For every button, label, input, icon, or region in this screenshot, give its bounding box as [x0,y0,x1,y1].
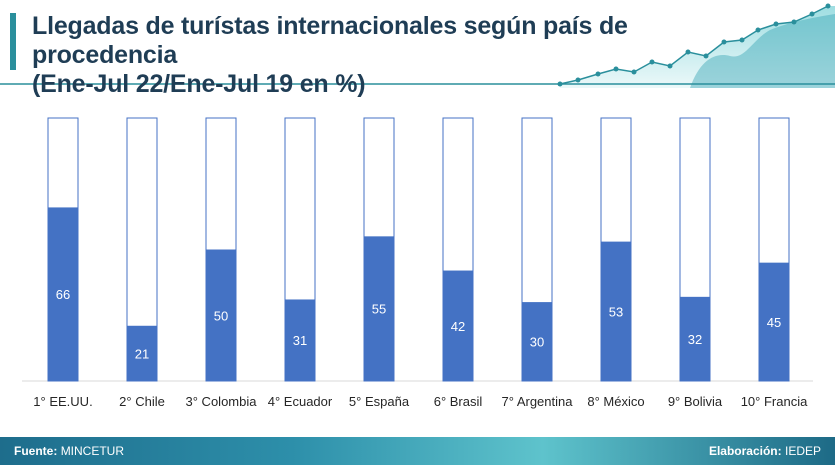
credit: Elaboración: IEDEP [709,444,821,458]
x-tick-label: 2° Chile [119,394,165,409]
trend-decoration [0,3,835,88]
bar [127,325,157,381]
bar [601,241,631,381]
title-accent-bar [10,13,16,70]
bar [364,236,394,381]
data-label: 31 [293,333,307,348]
data-label: 32 [688,332,702,347]
bar [48,207,78,381]
x-tick-label: 6° Brasil [434,394,483,409]
bar [759,262,789,381]
credit-label: Elaboración: [708,444,782,458]
x-tick-label: 10° Francia [741,394,808,409]
data-label: 66 [56,287,70,302]
x-tick-label: 9° Bolivia [668,394,723,409]
data-label: 30 [530,335,544,350]
chart-title-line-2: (Ene-Jul 22/Ene-Jul 19 en %) [32,70,366,98]
chart-title: Llegadas de turístas internacionales seg… [32,12,732,99]
source-value: MINCETUR [60,444,125,458]
bar [680,296,710,381]
source: Fuente: MINCETUR [14,444,124,458]
data-label: 50 [214,308,228,323]
data-label: 45 [767,315,781,330]
x-tick-label: 3° Colombia [186,394,258,409]
bar [206,249,236,381]
chart-title-line-1: Llegadas de turístas internacionales seg… [32,12,628,69]
x-tick-label: 5° España [349,394,410,409]
header: Llegadas de turístas internacionales seg… [0,0,835,98]
bar [443,270,473,381]
source-label: Fuente: [14,444,58,458]
credit-value: IEDEP [784,444,821,458]
bar-chart: 66 1° EE.UU. 21 2° Chile 50 3° Colombia 31 4° E… [22,117,813,409]
data-label: 42 [451,319,465,334]
data-label: 53 [609,304,623,319]
data-label: 21 [135,346,149,361]
x-tick-label: 1° EE.UU. [33,394,92,409]
data-label: 55 [372,302,386,317]
x-tick-label: 7° Argentina [502,394,574,409]
bar [522,302,552,381]
x-tick-label: 8° México [587,394,644,409]
bar [285,299,315,381]
x-tick-label: 4° Ecuador [268,394,333,409]
footer: Fuente: MINCETUR Elaboración: IEDEP [0,437,835,465]
